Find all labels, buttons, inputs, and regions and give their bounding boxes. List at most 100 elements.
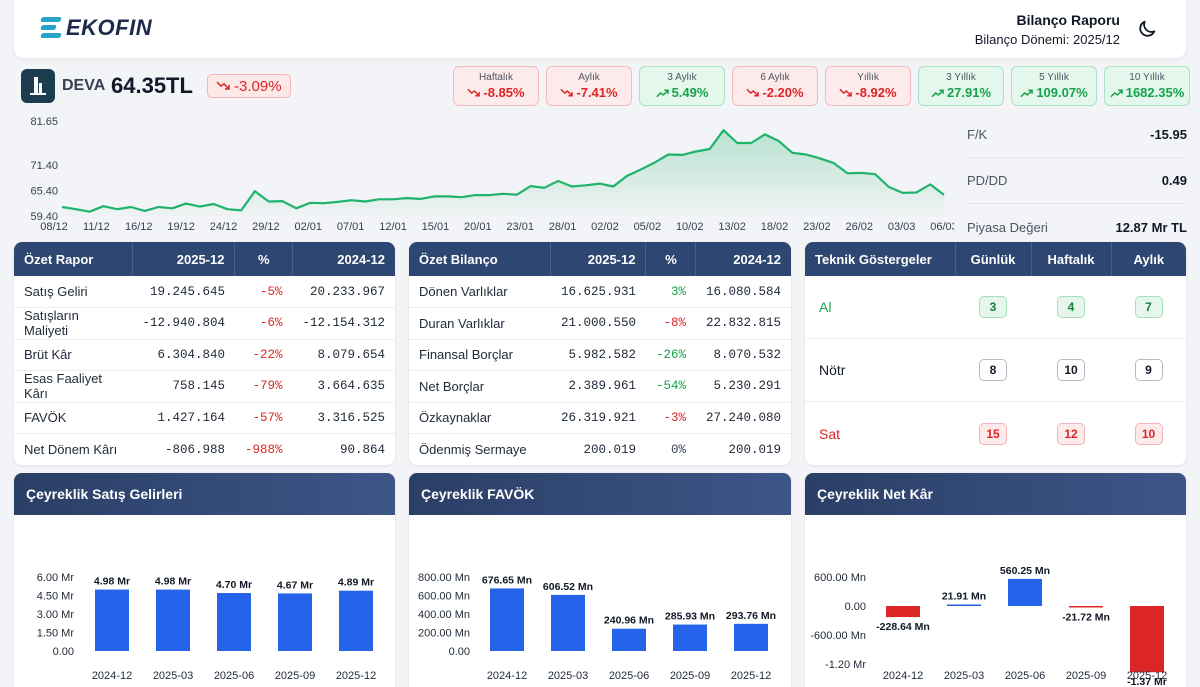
bar[interactable]	[95, 589, 129, 651]
signal-count-badge: 10	[1134, 422, 1163, 445]
x-tick-label: 02/01	[295, 221, 323, 233]
table-row: Net Dönem Kârı -806.988 -988% 90.864	[14, 434, 395, 466]
y-tick-label: 71.40	[30, 160, 58, 172]
value-2024: 200.019	[728, 442, 781, 457]
value-2025: -12.940.804	[132, 307, 235, 340]
value-2024: 16.080.584	[695, 276, 791, 308]
signal-row: Sat 15 12 10	[805, 402, 1186, 465]
trend-down-icon	[839, 88, 853, 97]
favok-chart-panel: Çeyreklik FAVÖK 0.00 200.00 Mn 400.00 Mn 60…	[409, 473, 791, 687]
trend-up-icon	[931, 88, 944, 97]
row-label: Duran Varlıklar	[409, 307, 551, 340]
period-badge[interactable]: 3 Aylık 5.49%	[639, 66, 725, 106]
period-badge[interactable]: 5 Yıllık 109.07%	[1011, 66, 1097, 106]
moon-icon[interactable]	[1136, 18, 1158, 40]
period-value: -7.41%	[576, 85, 618, 100]
column-header: %	[234, 242, 293, 276]
satis-chart-panel: Çeyreklik Satış Gelirleri 0.00 1.50 Mr 3.0…	[14, 473, 395, 687]
trend-down-icon	[746, 88, 760, 97]
period-label: Yıllık	[857, 72, 879, 83]
value-2024: -12.154.312	[292, 307, 395, 340]
teknik-rows: Al 3 4 7 Nötr 8 10 9 Sat 15 12 10	[805, 276, 1186, 465]
period-badge[interactable]: Haftalık -8.85%	[453, 66, 539, 106]
value-2025: 16.625.931	[550, 276, 646, 308]
y-tick-label: 0.00	[449, 646, 470, 658]
value-2025: 758.145	[132, 370, 235, 403]
bar[interactable]	[217, 593, 251, 651]
bar[interactable]	[1130, 606, 1164, 673]
value-2024: 8.079.654	[292, 339, 395, 371]
bar[interactable]	[673, 624, 707, 651]
stock-price: 64.35TL	[111, 73, 193, 98]
x-tick-label: 2025-09	[275, 670, 315, 682]
signal-cell: 8	[955, 359, 1031, 381]
period-badge[interactable]: 3 Yıllık 27.91%	[918, 66, 1004, 106]
y-tick-label: 0.00	[845, 601, 866, 613]
bar[interactable]	[551, 594, 585, 651]
row-label: Brüt Kâr	[14, 339, 133, 371]
change-percent: -22%	[234, 339, 293, 371]
y-tick-label: -1.20 Mr	[825, 659, 866, 671]
price-area	[62, 130, 944, 216]
brand-logo[interactable]: EKOFIN	[38, 14, 152, 42]
x-tick-label: 2025-12	[731, 670, 771, 682]
change-percent: -8%	[645, 307, 696, 340]
bar[interactable]	[1008, 578, 1042, 606]
value-2025: 2.389.961	[550, 370, 646, 403]
trend-up-icon	[655, 88, 669, 97]
period-value-row: 109.07%	[1020, 85, 1088, 100]
bar[interactable]	[278, 593, 312, 651]
report-period: Bilanço Dönemi: 2025/12	[974, 32, 1120, 47]
bar[interactable]	[886, 606, 920, 618]
bar[interactable]	[612, 628, 646, 651]
brand-name: EKOFIN	[66, 15, 153, 40]
value-2024: 22.832.815	[695, 307, 791, 340]
bar-value-label: 606.52 Mn	[543, 581, 593, 593]
table-row: Dönen Varlıklar 16.625.931 3% 16.080.584	[409, 276, 791, 308]
bar[interactable]	[490, 588, 524, 651]
period-label: 3 Aylık	[667, 72, 697, 83]
stock-ticker: DEVA	[62, 77, 106, 94]
period-label: 10 Yıllık	[1129, 72, 1165, 83]
metric-row: Piyasa Değeri 12.87 Mr TL	[967, 204, 1187, 250]
x-tick-label: 03/03	[888, 221, 916, 233]
bar[interactable]	[339, 590, 373, 651]
table-row: Satış Geliri 19.245.645 -5% 20.233.967	[14, 276, 395, 308]
period-badge[interactable]: Yıllık -8.92%	[825, 66, 911, 106]
period-badge[interactable]: 6 Aylık -2.20%	[732, 66, 818, 106]
bar-value-label: 240.96 Mn	[604, 615, 654, 627]
value-2024: 8.070.532	[695, 339, 791, 371]
x-tick-label: 15/01	[422, 221, 450, 233]
metric-row: PD/DD 0.49	[967, 158, 1187, 204]
value-2025: 200.019	[583, 442, 636, 457]
period-label: 5 Yıllık	[1039, 72, 1069, 83]
bar[interactable]	[1069, 606, 1103, 608]
period-badge[interactable]: 10 Yıllık 1682.35%	[1104, 66, 1190, 106]
change-percent: -988%	[244, 442, 283, 457]
period-label: 6 Aylık	[760, 72, 790, 83]
trend-down-icon	[560, 88, 574, 97]
netkar-bar-chart: 600.00 Mn0.00-600.00 Mn-1.20 Mr-1.80 Mr-…	[810, 565, 1167, 687]
x-tick-label: 06/03	[930, 221, 954, 233]
period-badge[interactable]: Aylık -7.41%	[546, 66, 632, 106]
change-percent: 3%	[645, 276, 696, 308]
period-value: 1682.35%	[1125, 85, 1185, 100]
change-percent: -79%	[234, 370, 293, 403]
signal-label: Al	[819, 299, 832, 315]
signal-count-badge: 15	[979, 422, 1007, 445]
value-2025: 19.245.645	[132, 276, 235, 308]
period-value-row: -8.92%	[839, 85, 897, 100]
column-header: 2025-12	[550, 242, 647, 276]
signal-count-badge: 8	[979, 359, 1007, 381]
period-value-row: -2.20%	[746, 85, 804, 100]
change-percent: -57%	[234, 402, 293, 434]
signal-cell: 12	[1031, 422, 1111, 445]
value-2024: 90.864	[339, 442, 385, 457]
bar[interactable]	[947, 604, 981, 607]
bar[interactable]	[734, 623, 768, 651]
bar-value-label: 4.89 Mr	[338, 577, 374, 589]
row-label: Net Borçlar	[409, 370, 551, 403]
value-2025: 5.982.582	[550, 339, 646, 371]
bar-value-label: 4.70 Mr	[216, 579, 252, 591]
bar[interactable]	[156, 589, 190, 651]
